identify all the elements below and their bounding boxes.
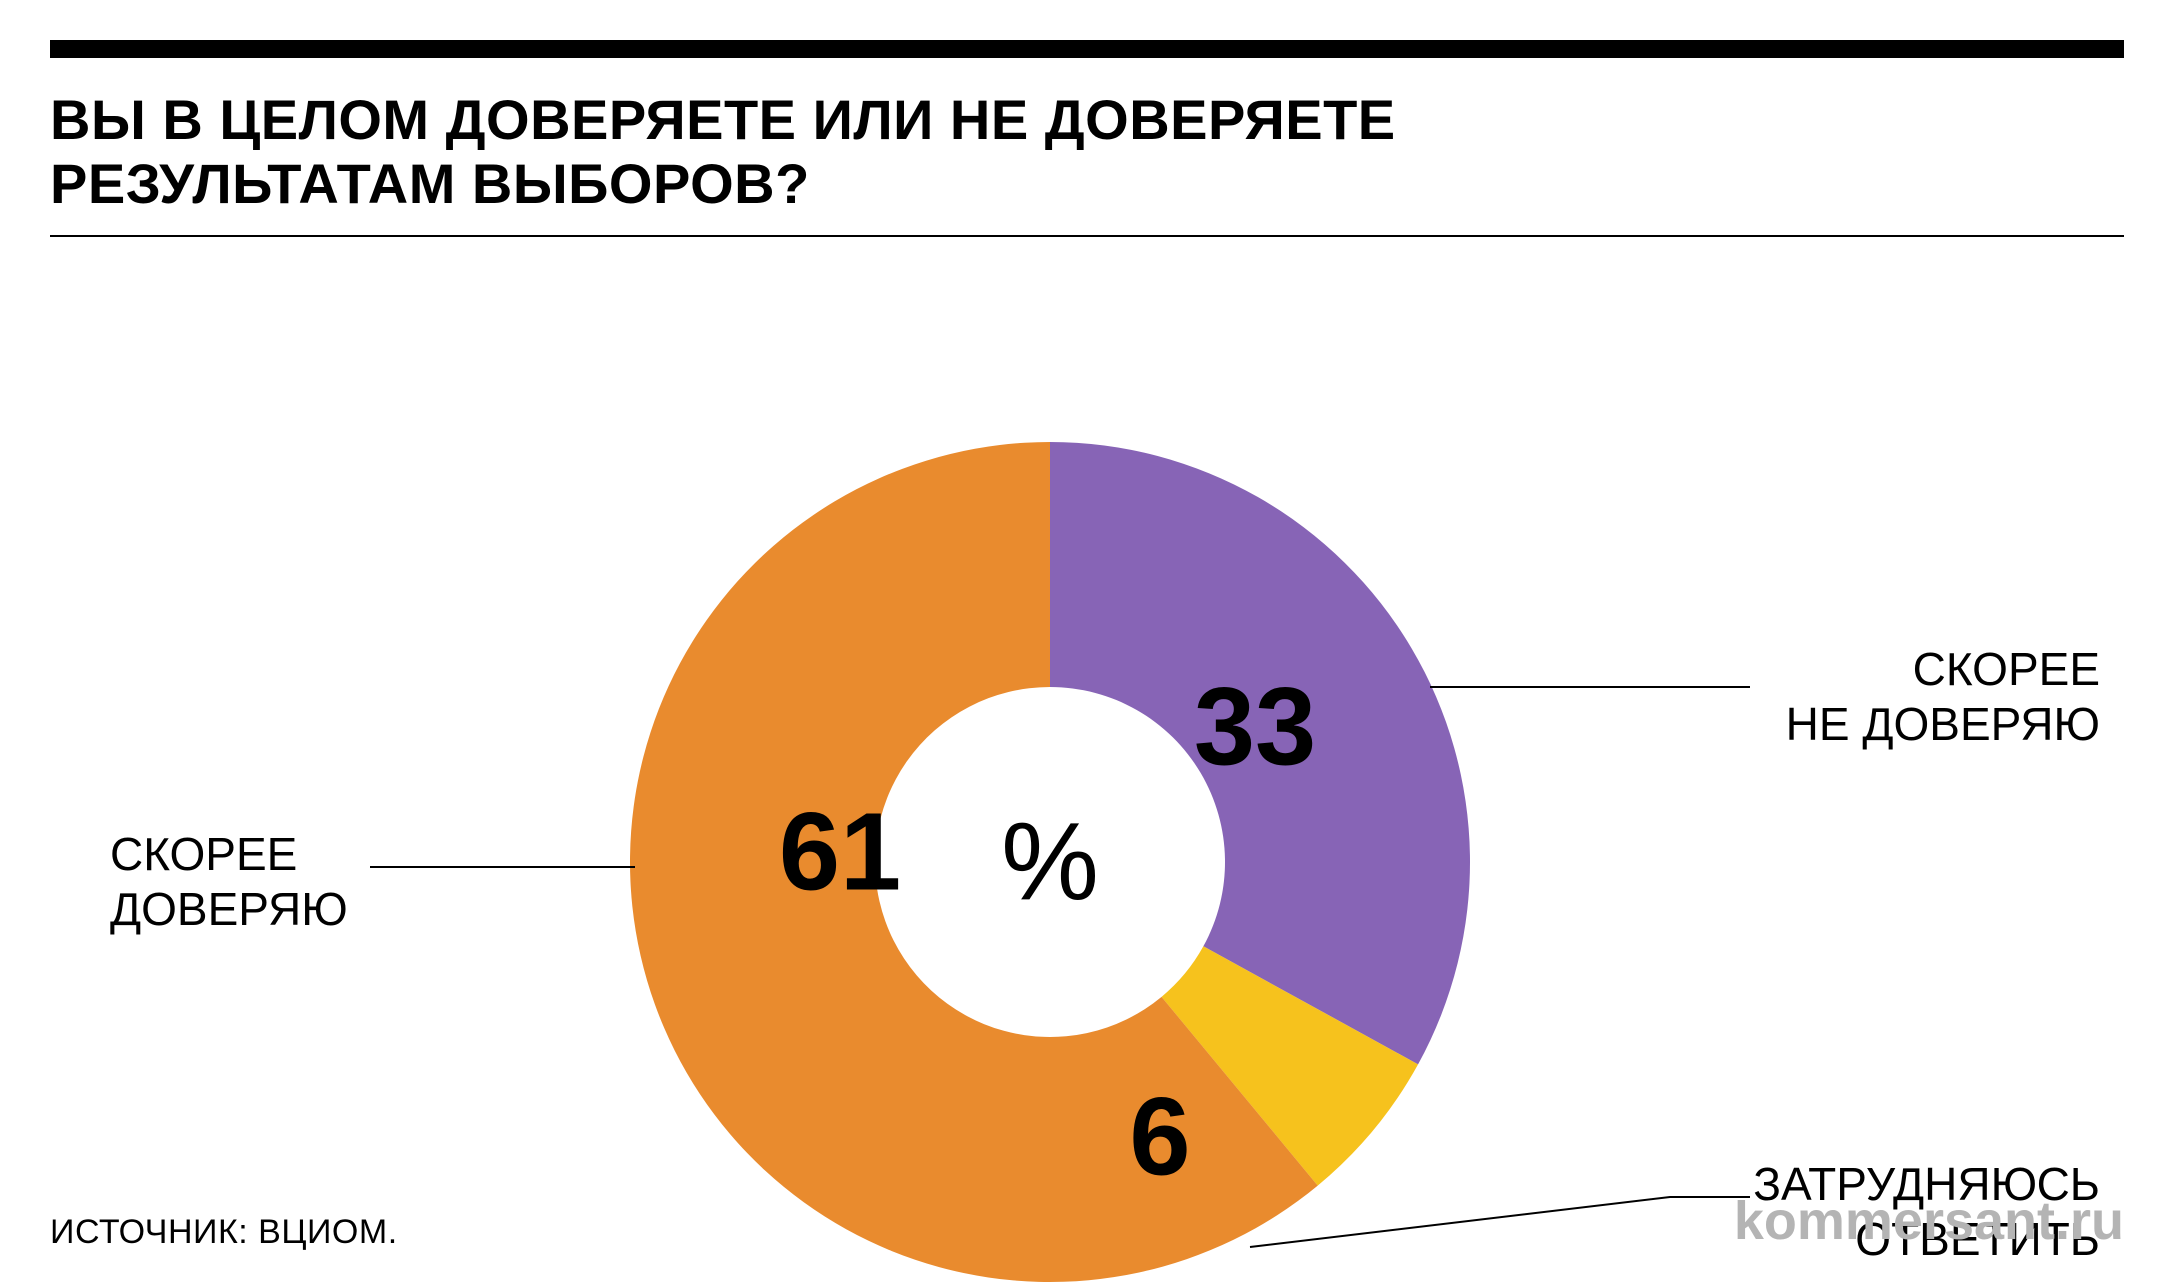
watermark-text: kommersant.ru [1734,1190,2124,1252]
title-line-1: ВЫ В ЦЕЛОМ ДОВЕРЯЕТЕ ИЛИ НЕ ДОВЕРЯЕТЕ [50,88,2124,152]
source-text: ИСТОЧНИК: ВЦИОМ. [50,1213,398,1252]
chart-title: ВЫ В ЦЕЛОМ ДОВЕРЯЕТЕ ИЛИ НЕ ДОВЕРЯЕТЕ РЕ… [50,88,2124,217]
top-rule-thick [50,40,2124,58]
center-percent-symbol: % [1001,798,1099,925]
value-hard_to_answer: 6 [1129,1073,1190,1200]
title-line-2: РЕЗУЛЬТАТАМ ВЫБОРОВ? [50,152,2124,216]
donut-svg [50,237,2174,1287]
footer: ИСТОЧНИК: ВЦИОМ. kommersant.ru [50,1190,2124,1252]
label-distrust: СКОРЕЕНЕ ДОВЕРЯЮ [1786,642,2100,752]
donut-chart: %33СКОРЕЕНЕ ДОВЕРЯЮ6ЗАТРУДНЯЮСЬОТВЕТИТЬ6… [50,237,2124,1237]
value-trust: 61 [779,788,901,915]
value-distrust: 33 [1194,663,1316,790]
label-trust: СКОРЕЕДОВЕРЯЮ [110,827,348,937]
infographic-page: ВЫ В ЦЕЛОМ ДОВЕРЯЕТЕ ИЛИ НЕ ДОВЕРЯЕТЕ РЕ… [0,0,2174,1282]
